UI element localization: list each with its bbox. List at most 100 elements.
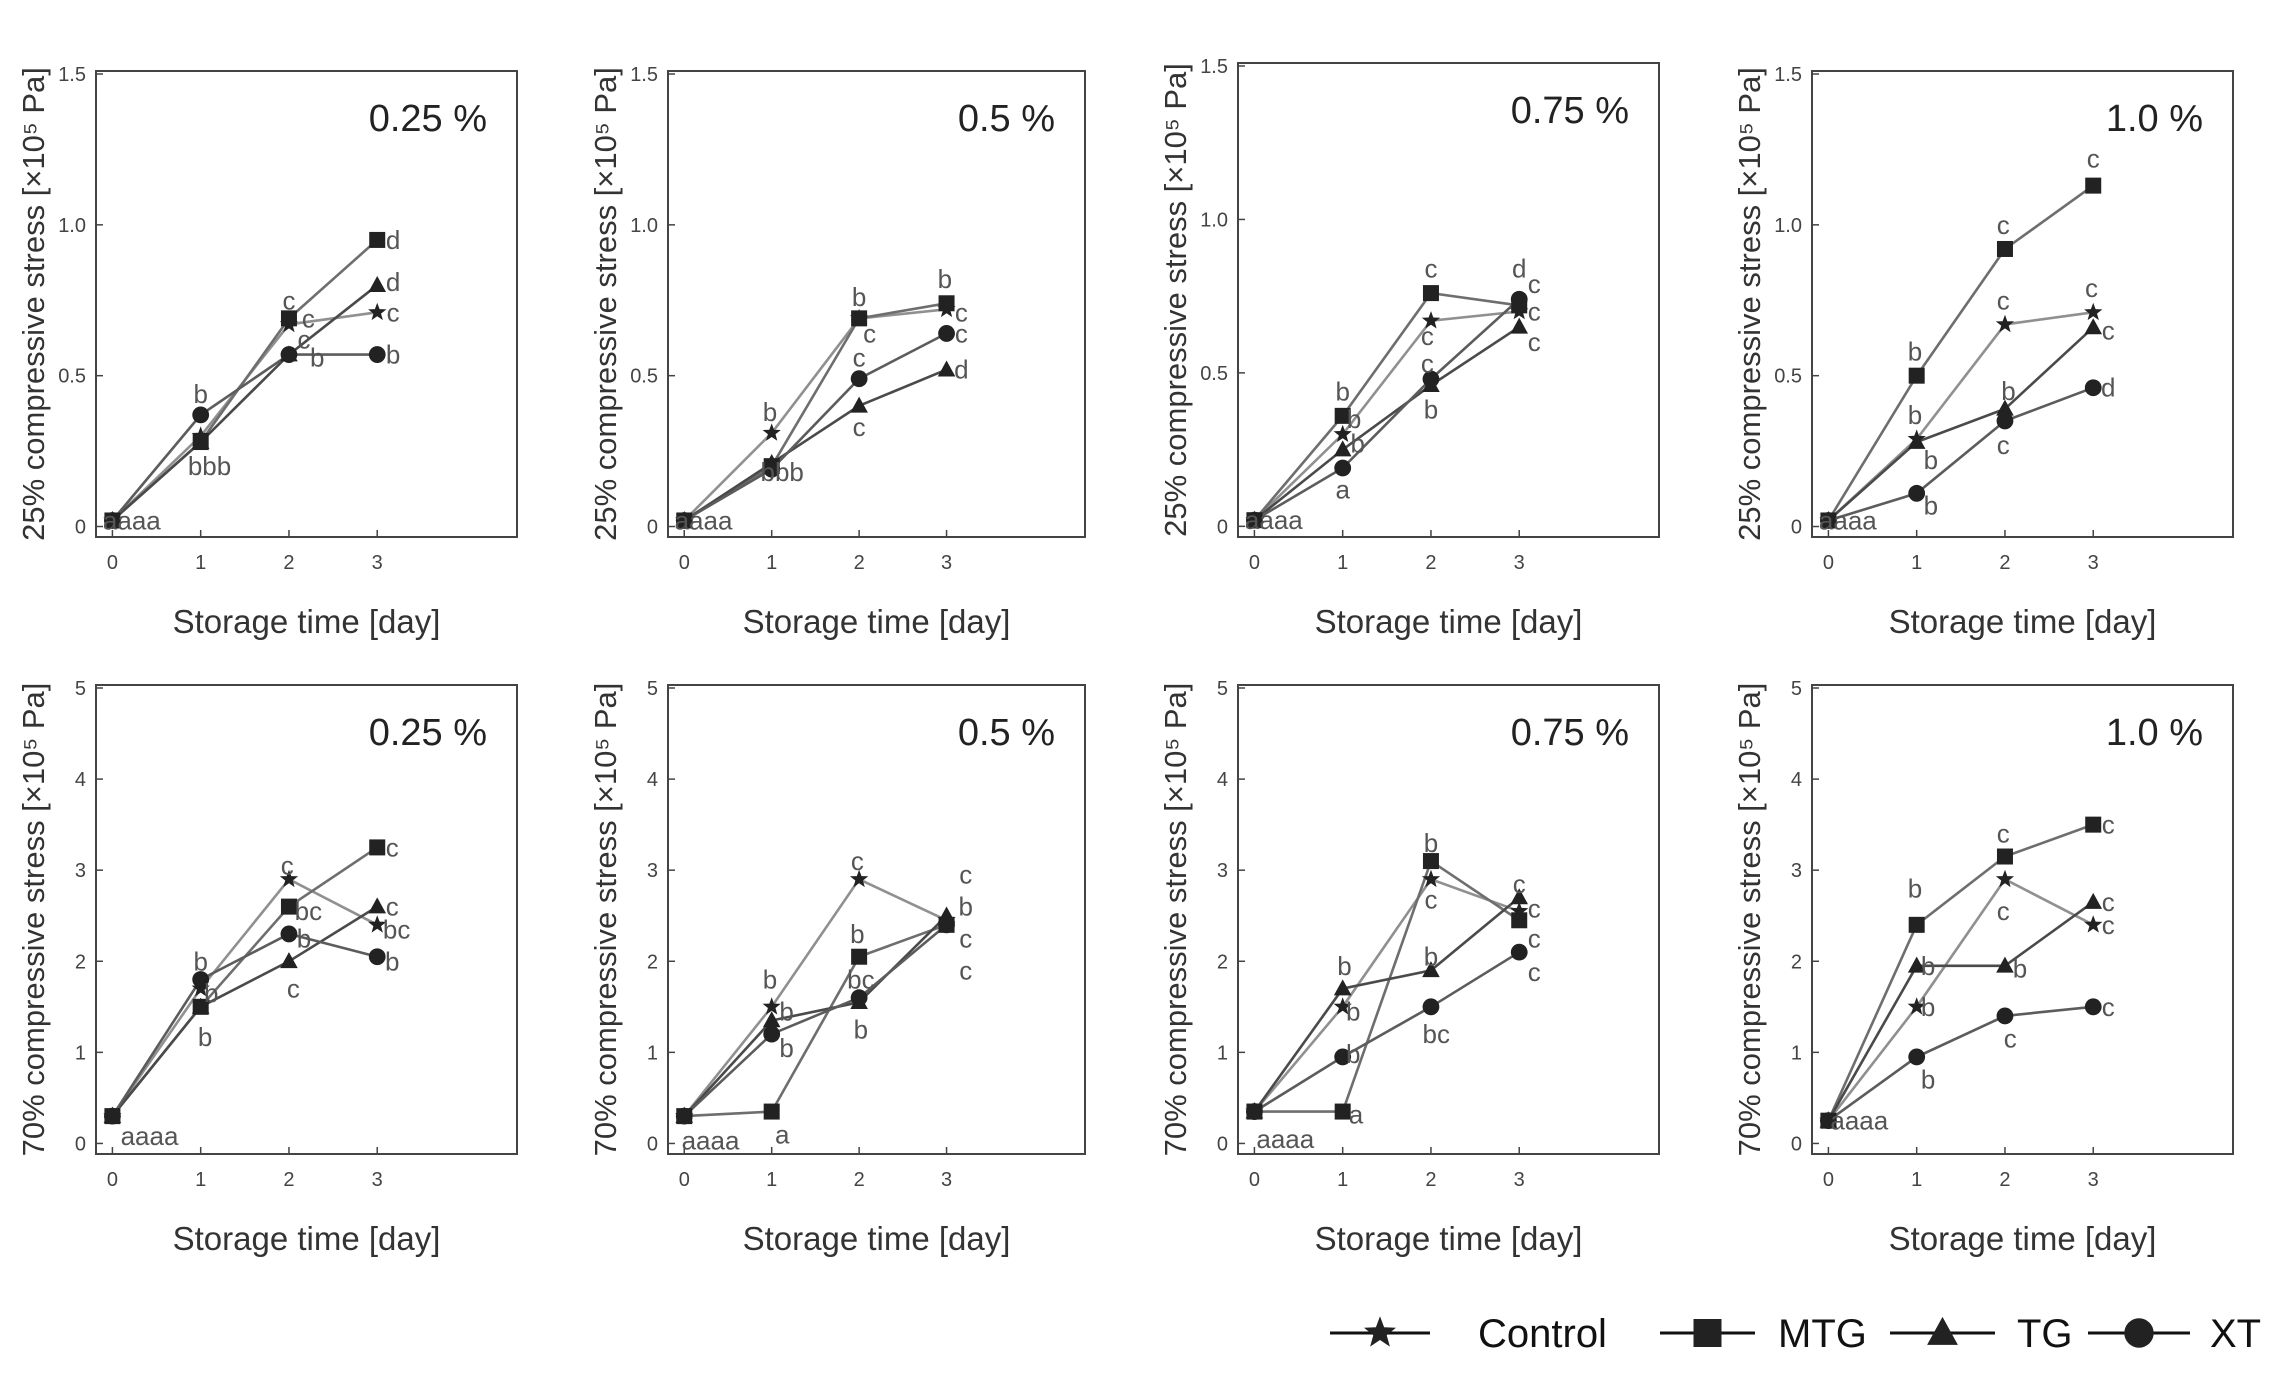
data-point-xt bbox=[280, 346, 298, 363]
significance-label: c bbox=[853, 343, 866, 373]
series-line-mtg bbox=[683, 302, 947, 522]
y-tick-label: 2 bbox=[1217, 951, 1228, 973]
data-point-control bbox=[1421, 869, 1441, 888]
x-tick-label: 2 bbox=[854, 552, 865, 574]
significance-label: c bbox=[2085, 273, 2098, 303]
data-point-tg bbox=[1510, 317, 1529, 334]
significance-label: c bbox=[1997, 819, 2010, 849]
series-line-mtg bbox=[111, 846, 378, 1117]
series-line-mtg bbox=[1254, 859, 1520, 1113]
concentration-label: 0.25 % bbox=[369, 98, 487, 140]
x-axis-title: Storage time [day] bbox=[743, 1220, 1011, 1257]
data-point-tg bbox=[1907, 956, 1926, 973]
data-point-xt bbox=[104, 1107, 121, 1125]
y-tick-label: 2 bbox=[75, 951, 86, 973]
data-point-mtg bbox=[1996, 240, 2013, 257]
significance-label: b bbox=[193, 946, 207, 976]
y-tick-label: 1.0 bbox=[1200, 209, 1228, 231]
data-point-xt bbox=[1996, 1007, 2014, 1025]
series-line-xt bbox=[1253, 951, 1520, 1113]
x-tick-label: 3 bbox=[1514, 1169, 1525, 1191]
y-axis-title: 25% compressive stress [×10⁵ Pa] bbox=[588, 67, 623, 541]
y-axis-title: 25% compressive stress [×10⁵ Pa] bbox=[1732, 67, 1767, 541]
y-axis-title: 70% compressive stress [×10⁵ Pa] bbox=[588, 683, 623, 1157]
significance-label: b bbox=[204, 978, 218, 1008]
data-point-tg bbox=[368, 897, 387, 914]
data-point-xt bbox=[368, 948, 386, 966]
data-point-xt bbox=[1422, 998, 1440, 1016]
data-point-xt bbox=[1510, 943, 1528, 961]
x-tick-label: 1 bbox=[195, 552, 206, 574]
significance-label: b bbox=[1424, 828, 1438, 858]
significance-label: b bbox=[1921, 1065, 1935, 1095]
significance-label: c bbox=[2102, 992, 2115, 1022]
significance-label: d bbox=[386, 267, 400, 297]
data-point-xt bbox=[1908, 1048, 1926, 1066]
series-line-xt bbox=[111, 932, 378, 1117]
data-point-mtg bbox=[369, 231, 386, 248]
data-point-xt bbox=[675, 512, 693, 529]
x-tick-label: 3 bbox=[941, 552, 952, 574]
data-point-mtg bbox=[280, 898, 297, 915]
data-point-xt bbox=[1820, 1112, 1837, 1130]
data-point-mtg bbox=[2085, 177, 2102, 194]
series-line-xt bbox=[683, 923, 948, 1118]
data-point-tg bbox=[762, 1011, 781, 1028]
y-tick-label: 0 bbox=[75, 1133, 86, 1155]
plot-frame bbox=[95, 684, 518, 1155]
y-tick-label: 0 bbox=[1217, 1133, 1228, 1155]
x-tick-label: 1 bbox=[195, 1169, 206, 1191]
y-tick-label: 0.5 bbox=[1200, 363, 1228, 385]
x-tick-label: 3 bbox=[941, 1169, 952, 1191]
significance-label: c bbox=[1528, 893, 1541, 923]
significance-label: aaaa bbox=[121, 1121, 179, 1151]
y-tick-label: 0.5 bbox=[58, 366, 86, 388]
significance-label: b bbox=[310, 343, 324, 373]
significance-label: c bbox=[851, 846, 864, 876]
x-tick-label: 1 bbox=[1337, 1169, 1348, 1191]
chart-panel: 0 0.5 1.0 1.5 0 1 2 3 Storage time [day] 25% comp… bbox=[588, 64, 1086, 640]
significance-label: c bbox=[1528, 327, 1541, 357]
significance-label: aaaa bbox=[675, 505, 733, 535]
series-line-tg bbox=[111, 905, 378, 1117]
y-tick-label: 0 bbox=[1217, 516, 1228, 538]
data-point-control bbox=[2084, 915, 2103, 933]
data-point-control bbox=[1510, 901, 1529, 919]
data-point-tg bbox=[1333, 440, 1352, 457]
significance-label: b bbox=[193, 379, 207, 409]
y-tick-label: 3 bbox=[75, 860, 86, 882]
plot-frame bbox=[95, 70, 518, 538]
significance-label: b bbox=[1921, 951, 1935, 981]
significance-label: c bbox=[959, 923, 972, 953]
y-tick-label: 3 bbox=[1791, 860, 1802, 882]
x-axis-title: Storage time [day] bbox=[1315, 603, 1583, 640]
y-tick-label: 1 bbox=[1217, 1042, 1228, 1064]
y-tick-label: 1.0 bbox=[630, 215, 658, 237]
series-line-mtg bbox=[684, 923, 948, 1118]
significance-label: aaaa bbox=[1830, 1106, 1888, 1136]
significance-label: c bbox=[1421, 349, 1434, 379]
significance-label: b bbox=[1350, 428, 1364, 458]
data-point-tg bbox=[1996, 399, 2014, 416]
significance-label: c bbox=[281, 851, 294, 881]
y-tick-label: 0 bbox=[647, 517, 658, 539]
plot-frame bbox=[1811, 684, 2234, 1155]
significance-label: b bbox=[297, 923, 311, 953]
data-point-mtg bbox=[938, 295, 955, 312]
data-point-mtg bbox=[763, 1103, 780, 1120]
data-point-mtg bbox=[1996, 848, 2013, 865]
data-point-control bbox=[368, 915, 387, 933]
significance-label: c bbox=[1528, 923, 1541, 953]
data-point-xt bbox=[850, 989, 868, 1007]
y-axis-title: 70% compressive stress [×10⁵ Pa] bbox=[1158, 683, 1193, 1157]
legend-label-control: Control bbox=[1478, 1312, 1607, 1356]
series-line-control bbox=[1827, 311, 2094, 522]
data-point-mtg bbox=[1908, 916, 1925, 933]
plot-frame bbox=[667, 70, 1086, 538]
significance-label: b bbox=[1921, 992, 1935, 1022]
series-line-tg bbox=[683, 368, 948, 522]
significance-label: aaaa bbox=[1819, 505, 1877, 535]
y-tick-label: 3 bbox=[1217, 860, 1228, 882]
x-tick-label: 2 bbox=[283, 552, 294, 574]
y-axis-title: 70% compressive stress [×10⁵ Pa] bbox=[16, 683, 51, 1157]
